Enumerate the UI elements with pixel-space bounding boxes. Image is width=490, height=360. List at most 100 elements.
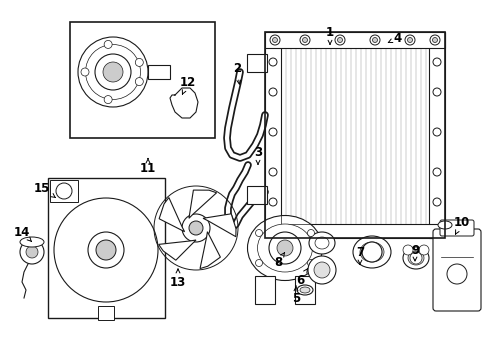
Circle shape	[96, 240, 116, 260]
Ellipse shape	[300, 287, 310, 293]
Text: 2: 2	[233, 62, 241, 84]
Circle shape	[135, 77, 143, 86]
Circle shape	[408, 37, 413, 42]
Text: 11: 11	[140, 159, 156, 175]
Circle shape	[447, 264, 467, 284]
FancyBboxPatch shape	[440, 220, 474, 236]
Text: 1: 1	[326, 26, 334, 44]
Text: 8: 8	[274, 253, 285, 269]
Circle shape	[56, 183, 72, 199]
Circle shape	[104, 95, 112, 104]
Circle shape	[302, 37, 308, 42]
Circle shape	[269, 168, 277, 176]
Circle shape	[95, 54, 131, 90]
Circle shape	[403, 245, 413, 255]
Ellipse shape	[78, 37, 148, 107]
Circle shape	[308, 230, 315, 237]
Text: 9: 9	[411, 243, 419, 261]
Circle shape	[433, 88, 441, 96]
Bar	[70, 22, 215, 138]
Circle shape	[81, 68, 89, 76]
Bar	[295, 276, 315, 304]
Circle shape	[269, 128, 277, 136]
Circle shape	[103, 62, 123, 82]
Polygon shape	[159, 198, 185, 232]
Circle shape	[104, 40, 112, 49]
Text: 5: 5	[292, 286, 300, 305]
Circle shape	[372, 37, 377, 42]
Ellipse shape	[315, 237, 329, 249]
Bar	[148, 65, 170, 79]
Circle shape	[370, 35, 380, 45]
Circle shape	[433, 58, 441, 66]
Bar	[265, 32, 445, 238]
Bar	[247, 186, 267, 204]
Text: 7: 7	[356, 246, 364, 264]
Circle shape	[269, 198, 277, 206]
Circle shape	[410, 252, 422, 264]
Bar	[265, 32, 445, 48]
Ellipse shape	[360, 242, 384, 262]
Circle shape	[419, 245, 429, 255]
Circle shape	[308, 256, 336, 284]
Circle shape	[405, 35, 415, 45]
Circle shape	[135, 58, 143, 67]
Text: 15: 15	[34, 181, 55, 198]
Ellipse shape	[247, 216, 322, 280]
Circle shape	[269, 58, 277, 66]
Circle shape	[362, 242, 382, 262]
Circle shape	[433, 128, 441, 136]
Circle shape	[272, 37, 277, 42]
Circle shape	[430, 35, 440, 45]
Circle shape	[277, 240, 293, 256]
Circle shape	[314, 262, 330, 278]
Ellipse shape	[297, 285, 313, 295]
Circle shape	[433, 168, 441, 176]
Text: 12: 12	[180, 76, 196, 94]
Circle shape	[270, 35, 280, 45]
FancyBboxPatch shape	[433, 229, 481, 311]
Circle shape	[26, 246, 38, 258]
Bar	[429, 32, 445, 238]
Circle shape	[255, 230, 263, 237]
Text: 4: 4	[388, 31, 402, 45]
Text: 6: 6	[296, 268, 308, 287]
Ellipse shape	[438, 221, 452, 229]
Text: 10: 10	[454, 216, 470, 234]
Circle shape	[269, 88, 277, 96]
Circle shape	[182, 214, 210, 242]
Polygon shape	[200, 232, 220, 269]
Bar	[98, 306, 114, 320]
Circle shape	[88, 232, 124, 268]
Ellipse shape	[353, 236, 391, 268]
Circle shape	[255, 260, 263, 266]
Text: 3: 3	[254, 145, 262, 165]
Ellipse shape	[20, 237, 44, 247]
Ellipse shape	[408, 251, 424, 265]
Bar	[50, 180, 78, 202]
Bar	[255, 276, 275, 304]
Ellipse shape	[85, 45, 141, 99]
Text: 14: 14	[14, 225, 31, 242]
Bar	[265, 32, 281, 238]
Circle shape	[189, 221, 203, 235]
Circle shape	[308, 260, 315, 266]
Circle shape	[20, 240, 44, 264]
Circle shape	[433, 37, 438, 42]
Bar	[247, 54, 267, 72]
Ellipse shape	[403, 247, 429, 269]
Bar	[281, 48, 429, 224]
Text: 13: 13	[170, 269, 186, 288]
Circle shape	[433, 198, 441, 206]
Circle shape	[338, 37, 343, 42]
Circle shape	[269, 232, 301, 264]
Circle shape	[300, 35, 310, 45]
Polygon shape	[203, 214, 236, 237]
Circle shape	[335, 35, 345, 45]
Circle shape	[54, 198, 158, 302]
Polygon shape	[159, 240, 196, 260]
Bar	[48, 178, 165, 318]
Bar	[265, 224, 445, 238]
Ellipse shape	[258, 224, 313, 272]
Polygon shape	[189, 190, 217, 218]
